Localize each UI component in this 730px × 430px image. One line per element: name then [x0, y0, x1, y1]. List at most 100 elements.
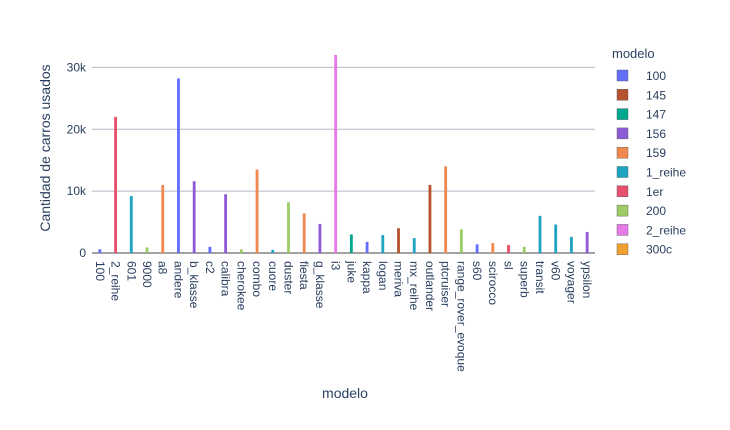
x-tick-label: scirocco	[486, 261, 500, 305]
x-tick-label: cherokee	[234, 261, 248, 311]
y-tick-label: 30k	[67, 60, 87, 74]
y-tick-label: 0	[79, 246, 86, 260]
legend-swatch	[616, 146, 629, 159]
legend-item[interactable]: 159	[616, 146, 666, 160]
y-tick-label: 10k	[67, 184, 87, 198]
bar[interactable]	[412, 238, 416, 253]
bar[interactable]	[491, 243, 495, 253]
legend-item[interactable]: 2_reihe	[616, 223, 686, 237]
legend-item[interactable]: 300c	[616, 243, 672, 257]
legend-swatch	[616, 204, 629, 217]
legend-title: modelo	[612, 46, 655, 61]
bar[interactable]	[334, 55, 338, 253]
x-tick-label: fiesta	[297, 261, 311, 290]
x-tick-label: transit	[533, 261, 547, 294]
x-axis-title: modelo	[322, 385, 368, 401]
bar[interactable]	[302, 213, 306, 253]
x-tick-label: outlander	[423, 261, 437, 311]
legend-swatch	[616, 89, 629, 101]
x-tick-label: g_klasse	[313, 261, 327, 309]
legend[interactable]: modelo 100 145 147 156 159 1_reihe 1er 200 2_rei…	[612, 46, 686, 257]
x-tick-label: c2	[203, 261, 217, 274]
bar[interactable]	[444, 166, 448, 253]
x-tick-label: v60	[549, 261, 563, 281]
bar[interactable]	[585, 231, 589, 253]
x-tick-label: range_rover_evoque	[454, 261, 468, 372]
bar[interactable]	[397, 228, 400, 253]
bar[interactable]	[255, 169, 259, 253]
bar[interactable]	[271, 249, 275, 253]
bar[interactable]	[475, 244, 479, 253]
x-tick-label: ypsilon	[580, 261, 594, 298]
x-tick-label: cuore	[266, 261, 280, 291]
x-tick-label: s60	[470, 261, 484, 281]
x-tick-label: andere	[171, 261, 185, 299]
bar[interactable]	[177, 78, 180, 253]
legend-swatch	[616, 127, 629, 140]
legend-item[interactable]: 1er	[616, 185, 663, 199]
bar[interactable]	[570, 236, 573, 253]
bar[interactable]	[554, 224, 558, 253]
bar[interactable]	[381, 235, 385, 253]
legend-label: 1_reihe	[646, 166, 686, 180]
bar[interactable]	[365, 241, 369, 253]
bar[interactable]	[349, 234, 353, 253]
bars	[98, 55, 589, 253]
legend-label: 156	[646, 127, 666, 141]
legend-item[interactable]: 200	[616, 204, 666, 218]
x-tick-label: logan	[376, 261, 390, 290]
legend-label: 2_reihe	[646, 223, 686, 237]
bar[interactable]	[208, 246, 212, 253]
legend-label: 159	[646, 146, 666, 160]
bar[interactable]	[522, 246, 526, 253]
bar[interactable]	[459, 229, 463, 253]
x-ticks: 100 2_reihe 601 9000 a8 andere b_klasse c2 calib…	[93, 260, 594, 372]
legend-swatch	[616, 185, 629, 198]
legend-item[interactable]: 156	[616, 127, 666, 141]
x-tick-label: a8	[156, 261, 170, 275]
x-tick-label: combo	[250, 261, 264, 297]
legend-item[interactable]: 147	[616, 108, 666, 122]
y-axis-title: Cantidad de carros usados	[37, 64, 53, 231]
legend-label: 1er	[646, 185, 663, 199]
x-tick-label: 100	[93, 261, 107, 281]
legend-label: 145	[646, 88, 666, 102]
x-tick-label: voyager	[564, 261, 578, 304]
gridlines	[92, 66, 595, 254]
legend-label: 147	[646, 108, 666, 122]
bar[interactable]	[192, 181, 196, 253]
legend-swatch	[616, 108, 629, 120]
bar[interactable]	[318, 223, 322, 253]
x-tick-label: calibra	[219, 261, 233, 297]
y-ticks: 0 10k 20k 30k	[67, 60, 87, 260]
legend-swatch	[616, 243, 629, 255]
x-tick-label: kappa	[360, 261, 374, 294]
bar[interactable]	[428, 184, 432, 253]
y-tick-label: 20k	[67, 122, 87, 136]
x-tick-label: b_klasse	[187, 261, 201, 309]
legend-swatch	[616, 166, 629, 178]
bar[interactable]	[239, 249, 243, 253]
x-tick-label: juke	[344, 260, 358, 283]
bar[interactable]	[129, 196, 133, 253]
x-tick-label: 9000	[140, 261, 154, 288]
legend-item[interactable]: 100	[616, 69, 666, 83]
bar[interactable]	[287, 202, 290, 253]
bar[interactable]	[161, 184, 165, 253]
legend-label: 300c	[646, 243, 672, 257]
legend-swatch	[616, 69, 629, 82]
legend-label: 200	[646, 204, 666, 218]
bar[interactable]	[98, 249, 102, 253]
x-tick-label: duster	[281, 261, 295, 294]
x-tick-label: i3	[329, 261, 343, 271]
bar[interactable]	[224, 194, 228, 253]
legend-item[interactable]: 145	[616, 88, 666, 102]
bar[interactable]	[114, 116, 117, 253]
bar[interactable]	[507, 244, 510, 253]
bar[interactable]	[145, 247, 149, 253]
x-tick-label: 601	[124, 261, 138, 281]
legend-item[interactable]: 1_reihe	[616, 166, 686, 180]
x-tick-label: meriva	[392, 261, 406, 297]
bar[interactable]	[538, 215, 542, 253]
